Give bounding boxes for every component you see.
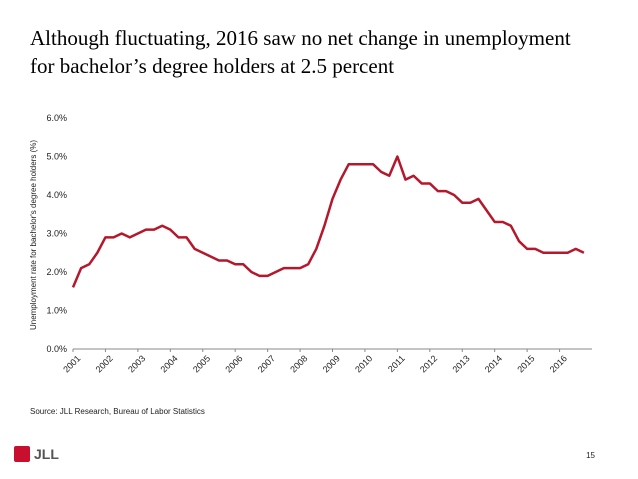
y-tick-label: 3.0%: [46, 229, 67, 239]
y-tick-label: 5.0%: [46, 152, 67, 162]
data-line: [71, 155, 585, 288]
x-tick-label: 2005: [191, 353, 212, 374]
logo-icon: [14, 446, 30, 462]
logo: JLL: [14, 446, 59, 462]
x-tick-label: 2016: [548, 353, 569, 374]
x-tick-label: 2004: [158, 353, 179, 374]
x-tick-label: 2014: [483, 353, 504, 374]
x-tick-label: 2011: [386, 353, 407, 374]
x-tick-label: 2003: [126, 353, 147, 374]
x-tick-label: 2009: [321, 353, 342, 374]
x-tick-label: 2008: [288, 353, 309, 374]
x-tick-label: 2012: [418, 353, 439, 374]
logo-text: JLL: [34, 446, 59, 462]
x-tick-label: 2013: [450, 353, 471, 374]
y-tick-label: 6.0%: [46, 113, 67, 123]
source: Source: JLL Research, Bureau of Labor St…: [30, 407, 205, 416]
x-tick-label: 2007: [256, 353, 277, 374]
y-tick-label: 0.0%: [46, 344, 67, 354]
chart-title: Although fluctuating, 2016 saw no net ch…: [30, 26, 571, 78]
y-tick-label: 2.0%: [46, 267, 67, 277]
x-tick-label: 2006: [223, 353, 244, 374]
page-number: 15: [586, 451, 595, 460]
y-tick-label: 4.0%: [46, 190, 67, 200]
x-tick-label: 2015: [515, 353, 536, 374]
y-tick-label: 1.0%: [46, 306, 67, 316]
x-tick-label: 2010: [353, 353, 374, 374]
x-tick-label: 2002: [94, 353, 115, 374]
x-tick-label: 2001: [61, 353, 82, 374]
y-axis-title: Unemployment rate for bachelor's degree …: [29, 140, 38, 330]
